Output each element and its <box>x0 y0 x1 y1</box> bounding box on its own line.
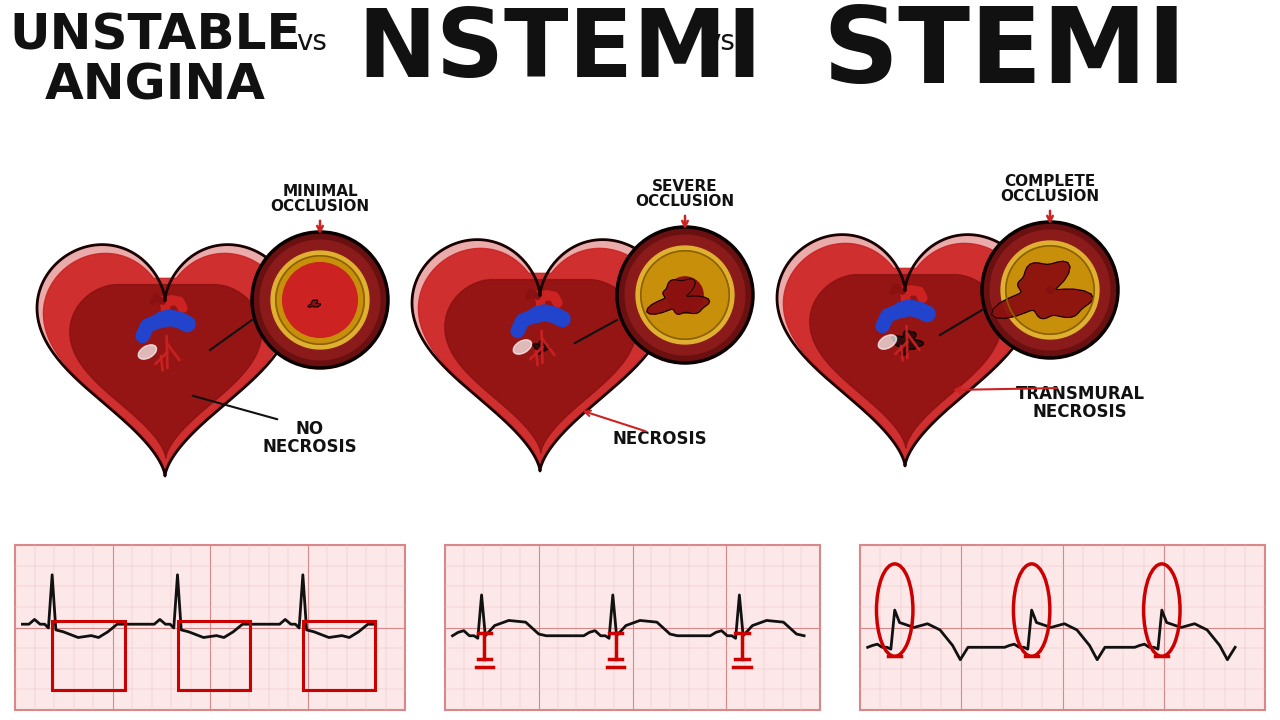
Circle shape <box>271 251 369 349</box>
Ellipse shape <box>878 335 896 349</box>
Text: NO
NECROSIS: NO NECROSIS <box>262 420 357 456</box>
Polygon shape <box>412 240 668 471</box>
Polygon shape <box>992 261 1093 319</box>
Circle shape <box>617 227 753 363</box>
Polygon shape <box>37 245 293 476</box>
Polygon shape <box>777 235 1033 466</box>
Circle shape <box>1006 246 1094 334</box>
Ellipse shape <box>138 345 156 359</box>
Circle shape <box>982 222 1117 358</box>
Bar <box>536 291 544 309</box>
Polygon shape <box>308 300 320 307</box>
Polygon shape <box>810 274 1002 448</box>
Bar <box>901 286 909 304</box>
Bar <box>178 621 250 690</box>
Polygon shape <box>37 245 293 476</box>
Text: vs: vs <box>704 28 736 56</box>
Circle shape <box>557 313 568 325</box>
Text: NECROSIS: NECROSIS <box>613 430 708 448</box>
Circle shape <box>283 263 357 338</box>
Bar <box>52 621 124 690</box>
Text: vs: vs <box>297 28 328 56</box>
Polygon shape <box>445 279 636 453</box>
Polygon shape <box>777 235 1033 466</box>
Circle shape <box>275 256 365 344</box>
Circle shape <box>922 308 933 320</box>
Polygon shape <box>532 341 549 354</box>
Circle shape <box>991 230 1110 350</box>
Bar <box>15 545 404 710</box>
Text: SEVERE
OCCLUSION: SEVERE OCCLUSION <box>635 179 735 209</box>
Polygon shape <box>646 279 709 315</box>
Circle shape <box>625 235 745 355</box>
Circle shape <box>182 318 193 330</box>
Bar <box>445 545 820 710</box>
Circle shape <box>1047 287 1053 293</box>
Text: NSTEMI: NSTEMI <box>357 5 763 97</box>
Circle shape <box>667 277 703 313</box>
Text: UNSTABLE
ANGINA: UNSTABLE ANGINA <box>9 12 301 110</box>
Polygon shape <box>783 243 1027 463</box>
Text: MINIMAL
OCCLUSION: MINIMAL OCCLUSION <box>270 184 370 214</box>
Text: COMPLETE
OCCLUSION: COMPLETE OCCLUSION <box>1001 174 1100 204</box>
Polygon shape <box>70 284 262 458</box>
Circle shape <box>260 240 380 360</box>
Polygon shape <box>44 253 287 473</box>
Text: TRANSMURAL
NECROSIS: TRANSMURAL NECROSIS <box>1015 385 1144 421</box>
Circle shape <box>252 232 388 368</box>
Circle shape <box>641 251 730 339</box>
Bar <box>161 296 169 314</box>
Polygon shape <box>892 330 923 355</box>
Bar <box>860 545 1265 710</box>
Bar <box>303 621 375 690</box>
Polygon shape <box>412 240 668 471</box>
Polygon shape <box>419 248 662 468</box>
Circle shape <box>636 246 733 344</box>
Text: STEMI: STEMI <box>823 3 1187 105</box>
Circle shape <box>1001 241 1100 339</box>
Ellipse shape <box>513 340 531 354</box>
